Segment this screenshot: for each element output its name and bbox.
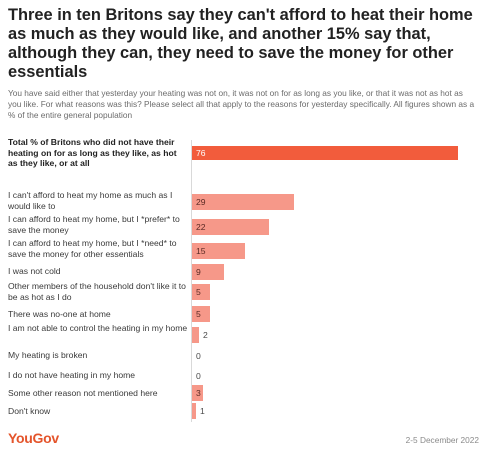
chart-title: Three in ten Britons say they can't affo… (8, 6, 473, 81)
data-label: 2 (203, 330, 208, 340)
category-label: I can't afford to heat my home as much a… (8, 190, 173, 211)
bar (192, 264, 224, 280)
data-label: 15 (196, 246, 206, 256)
bar-total (192, 146, 458, 160)
category-label: Don't know (8, 406, 51, 416)
yougov-logo: YouGov (8, 430, 59, 446)
category-label: I can afford to heat my home, but I *nee… (8, 238, 177, 259)
bar (192, 385, 203, 401)
data-label: 5 (196, 309, 201, 319)
category-label: I can afford to heat my home, but I *pre… (8, 214, 180, 235)
data-label: 5 (196, 287, 201, 297)
data-label: 22 (196, 222, 206, 232)
category-label: My heating is broken (8, 350, 88, 360)
category-label: There was no-one at home (8, 309, 111, 319)
category-label: Some other reason not mentioned here (8, 388, 158, 398)
data-label: 1 (200, 406, 205, 416)
bar (192, 284, 210, 300)
bar (192, 243, 245, 259)
category-label: I do not have heating in my home (8, 370, 136, 380)
axis-baseline (191, 140, 192, 422)
bar (192, 194, 294, 210)
data-label: 29 (196, 197, 206, 207)
data-label: 9 (196, 267, 201, 277)
category-label-total: Total % of Britons who did not have thei… (8, 137, 177, 169)
data-label: 3 (196, 388, 201, 398)
category-label: I was not cold (8, 266, 61, 276)
bar (192, 219, 269, 235)
data-label: 76 (196, 148, 206, 158)
data-label: 0 (196, 351, 201, 361)
category-label: I am not able to control the heating in … (8, 323, 188, 333)
data-label: 0 (196, 371, 201, 381)
survey-date: 2-5 December 2022 (405, 435, 479, 445)
bar (192, 327, 199, 343)
bar (192, 306, 210, 322)
bar (192, 403, 196, 419)
chart-subtitle: You have said either that yesterday your… (8, 88, 475, 121)
category-label: Other members of the household don't lik… (8, 281, 186, 302)
